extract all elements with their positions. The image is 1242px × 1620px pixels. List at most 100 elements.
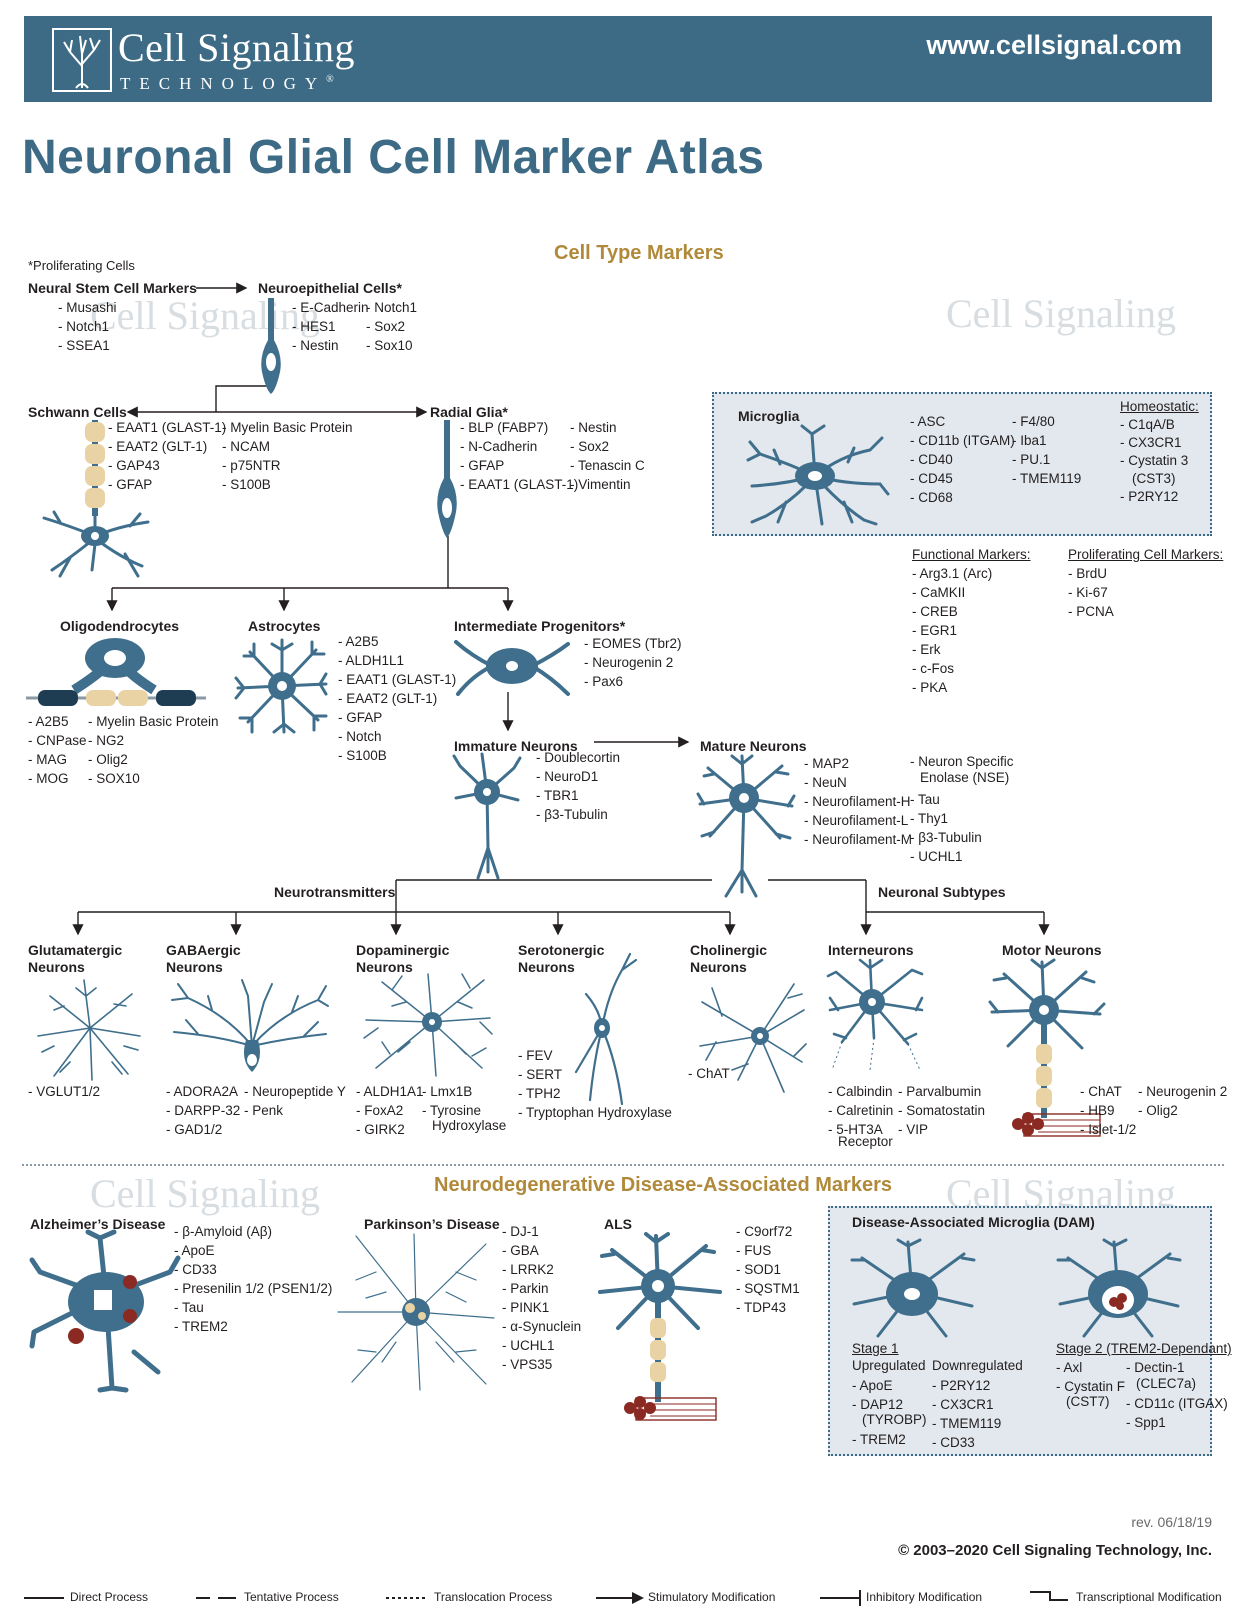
intermediate-progenitor-markers: EOMES (Tbr2)Neurogenin 2Pax6 (584, 634, 681, 691)
schwann-title: Schwann Cells (28, 404, 127, 420)
neural-stem-markers: MusashiNotch1SSEA1 (58, 298, 116, 355)
glutamatergic-neuron-icon (37, 979, 141, 1081)
radial-glia-markers-2: NestinSox2Tenascin CVimentin (570, 418, 645, 494)
page-title: Neuronal Glial Cell Marker Atlas (22, 131, 765, 184)
dopaminergic-markers-2: Lmx1BTyrosine (422, 1082, 481, 1120)
dam-upregulated-markers: ApoEDAP12 (852, 1376, 904, 1414)
microglia-markers-1: ASCCD11b (ITGAM)CD40CD45CD68 (910, 412, 1015, 507)
brand-sub: TECHNOLOGY® (120, 74, 334, 93)
als-neuron-icon (598, 1232, 722, 1421)
mature-neuron-markers-2a: Neuron Specific (910, 754, 1013, 770)
alzheimers-neuron-icon (29, 1229, 181, 1393)
legend-translocation: Translocation Process (434, 1590, 553, 1604)
dam-panel: Disease-Associated Microglia (DAM) Stage… (828, 1206, 1232, 1456)
section-title-disease: Neurodegenerative Disease-Associated Mar… (434, 1174, 892, 1196)
serotonergic-title: Serotonergic Neurons (518, 942, 605, 975)
neurotransmitters-label: Neurotransmitters (274, 884, 396, 900)
dam-downregulated-title: Downregulated (932, 1358, 1023, 1373)
schwann-markers-1: EAAT1 (GLAST-1)EAAT2 (GLT-1)GAP43GFAP (108, 418, 226, 494)
neuronal-subtypes-label: Neuronal Subtypes (878, 884, 1006, 900)
cholinergic-neuron-icon (699, 983, 807, 1093)
homeostatic-markers: C1qA/BCX3CR1Cystatin 3 (CST3) P2RY12 (1120, 416, 1188, 506)
interneuron-markers-2: ParvalbuminSomatostatinVIP (898, 1082, 985, 1139)
neuroepithelial-cell-icon (261, 298, 281, 394)
dopaminergic-marker-cont: Hydroxylase (432, 1118, 507, 1133)
dopaminergic-title: Dopaminergic Neurons (356, 942, 450, 975)
mature-neuron-markers-1: MAP2NeuNNeurofilament-HNeurofilament-LNe… (804, 754, 912, 849)
dam-title: Disease-Associated Microglia (DAM) (852, 1214, 1095, 1230)
section-divider (22, 1164, 1224, 1166)
parkinsons-neuron-icon (337, 1233, 495, 1391)
revision-date: rev. 06/18/19 (1131, 1514, 1212, 1530)
motor-neuron-markers-2: Neurogenin 2Olig2 (1138, 1082, 1227, 1120)
interneurons-title: Interneurons (828, 942, 914, 958)
mature-neurons-title: Mature Neurons (700, 738, 807, 754)
dam-stage2-microglia-icon (1056, 1238, 1182, 1338)
neuroepithelial-markers-2: Notch1Sox2Sox10 (366, 298, 417, 355)
microglia-cell-icon (746, 424, 890, 526)
parkinsons-title: Parkinson’s Disease (364, 1216, 500, 1232)
intermediate-progenitor-cell-icon (454, 640, 570, 696)
dam-stage2-markers-2a: Dectin-1 (1126, 1358, 1184, 1377)
serotonergic-neuron-icon (574, 952, 638, 1106)
gabaergic-markers-1: ADORA2ADARPP-32GAD1/2 (166, 1082, 241, 1139)
motor-neurons-title: Motor Neurons (1002, 942, 1102, 958)
oligodendrocyte-markers-2: Myelin Basic ProteinNG2Olig2SOX10 (88, 712, 218, 788)
alzheimers-title: Alzheimer’s Disease (30, 1216, 166, 1232)
mature-neuron-markers-2: TauThy1β3-TubulinUCHL1 (910, 790, 982, 866)
dam-stage2-label: Stage 2 (TREM2-Dependant) (1056, 1341, 1232, 1356)
interneuron-marker-cont: Receptor (838, 1134, 893, 1149)
radial-glia-title: Radial Glia* (430, 404, 508, 420)
radial-glia-markers-1: BLP (FABP7)N-CadherinGFAPEAAT1 (GLAST-1) (460, 418, 578, 494)
astrocyte-cell-icon (234, 638, 328, 734)
schwann-markers-2: Myelin Basic ProteinNCAMp75NTRS100B (222, 418, 352, 494)
neuroepithelial-markers-1: E-CadherinHES1Nestin (292, 298, 368, 355)
gabaergic-title: GABAergic Neurons (166, 942, 241, 975)
glutamatergic-markers: VGLUT1/2 (28, 1082, 100, 1101)
watermark-logo: Cell Signaling (90, 293, 320, 338)
brand-name: Cell Signaling (118, 25, 355, 70)
neural-stem-title: Neural Stem Cell Markers (28, 280, 197, 296)
motor-neuron-icon (988, 958, 1106, 1137)
logo-tree-icon (52, 28, 112, 92)
motor-neuron-markers-1: ChATHB9Islet-1/2 (1080, 1082, 1136, 1139)
oligodendrocyte-markers-1: A2B5CNPaseMAGMOG (28, 712, 87, 788)
dam-stage1-microglia-icon (850, 1238, 976, 1338)
immature-neuron-markers: DoublecortinNeuroD1TBR1β3-Tubulin (536, 748, 620, 824)
dam-stage2-markers-1: AxlCystatin F (1056, 1358, 1126, 1396)
microglia-title: Microglia (738, 408, 800, 424)
immature-neuron-icon (452, 752, 522, 880)
dam-stage2-cont-1: (CST7) (1066, 1394, 1110, 1409)
legend-inhibitory: Inhibitory Modification (866, 1590, 983, 1604)
mature-neuron-nse: Enolase (NSE) (920, 770, 1010, 785)
legend-transcriptional: Transcriptional Modification (1076, 1590, 1222, 1604)
homeostatic-title: Homeostatic: (1120, 399, 1199, 414)
section-title-cell-type: Cell Type Markers (554, 242, 724, 264)
oligodendrocyte-cell-icon (26, 638, 206, 706)
website-link[interactable]: www.cellsignal.com (926, 30, 1182, 60)
als-title: ALS (604, 1216, 632, 1232)
gabaergic-neuron-icon (171, 979, 329, 1072)
microglia-markers-2: F4/80Iba1PU.1TMEM119 (1012, 412, 1081, 488)
dopaminergic-markers-1: ALDH1A1FoxA2GIRK2 (356, 1082, 424, 1139)
alzheimers-markers: β-Amyloid (Aβ)ApoECD33Presenilin 1/2 (PS… (174, 1222, 333, 1336)
dam-upregulated-title: Upregulated (852, 1358, 926, 1373)
glutamatergic-title: Glutamatergic Neurons (28, 942, 123, 975)
neuroepithelial-title: Neuroepithelial Cells* (258, 280, 402, 296)
dam-stage1-label: Stage 1 (852, 1341, 899, 1356)
radial-glia-cell-icon (437, 420, 457, 538)
oligodendrocytes-title: Oligodendrocytes (60, 618, 180, 634)
watermark-logo: Cell Signaling (946, 291, 1176, 336)
astrocyte-markers: A2B5ALDH1L1EAAT1 (GLAST-1)EAAT2 (GLT-1)G… (338, 632, 457, 765)
watermark-logo: Cell Signaling (90, 1171, 320, 1216)
proliferating-note: *Proliferating Cells (28, 258, 135, 273)
legend-direct: Direct Process (70, 1590, 149, 1604)
proliferating-markers: BrdUKi-67PCNA (1068, 564, 1114, 621)
microglia-panel: Microglia ASCCD11b (ITGAM)CD40CD45CD68 F… (712, 392, 1212, 536)
cholinergic-markers: ChAT (688, 1064, 730, 1083)
dam-downregulated-markers: P2RY12CX3CR1TMEM119CD33 (932, 1376, 1001, 1452)
dopaminergic-neuron-icon (363, 973, 493, 1077)
legend (24, 1590, 1068, 1606)
legend-tentative: Tentative Process (244, 1590, 339, 1604)
dam-stage2-cont-2: (CLEC7a) (1136, 1376, 1197, 1391)
